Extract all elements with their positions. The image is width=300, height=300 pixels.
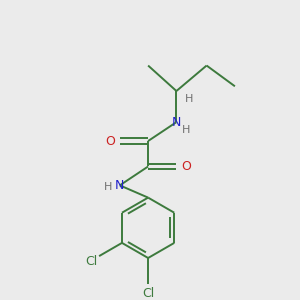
Text: O: O [105, 134, 115, 148]
Text: N: N [115, 179, 124, 192]
Text: N: N [172, 116, 181, 129]
Text: Cl: Cl [85, 255, 98, 268]
Text: Cl: Cl [142, 287, 154, 300]
Text: H: H [104, 182, 113, 192]
Text: O: O [181, 160, 191, 173]
Text: H: H [184, 94, 193, 103]
Text: H: H [182, 125, 190, 135]
